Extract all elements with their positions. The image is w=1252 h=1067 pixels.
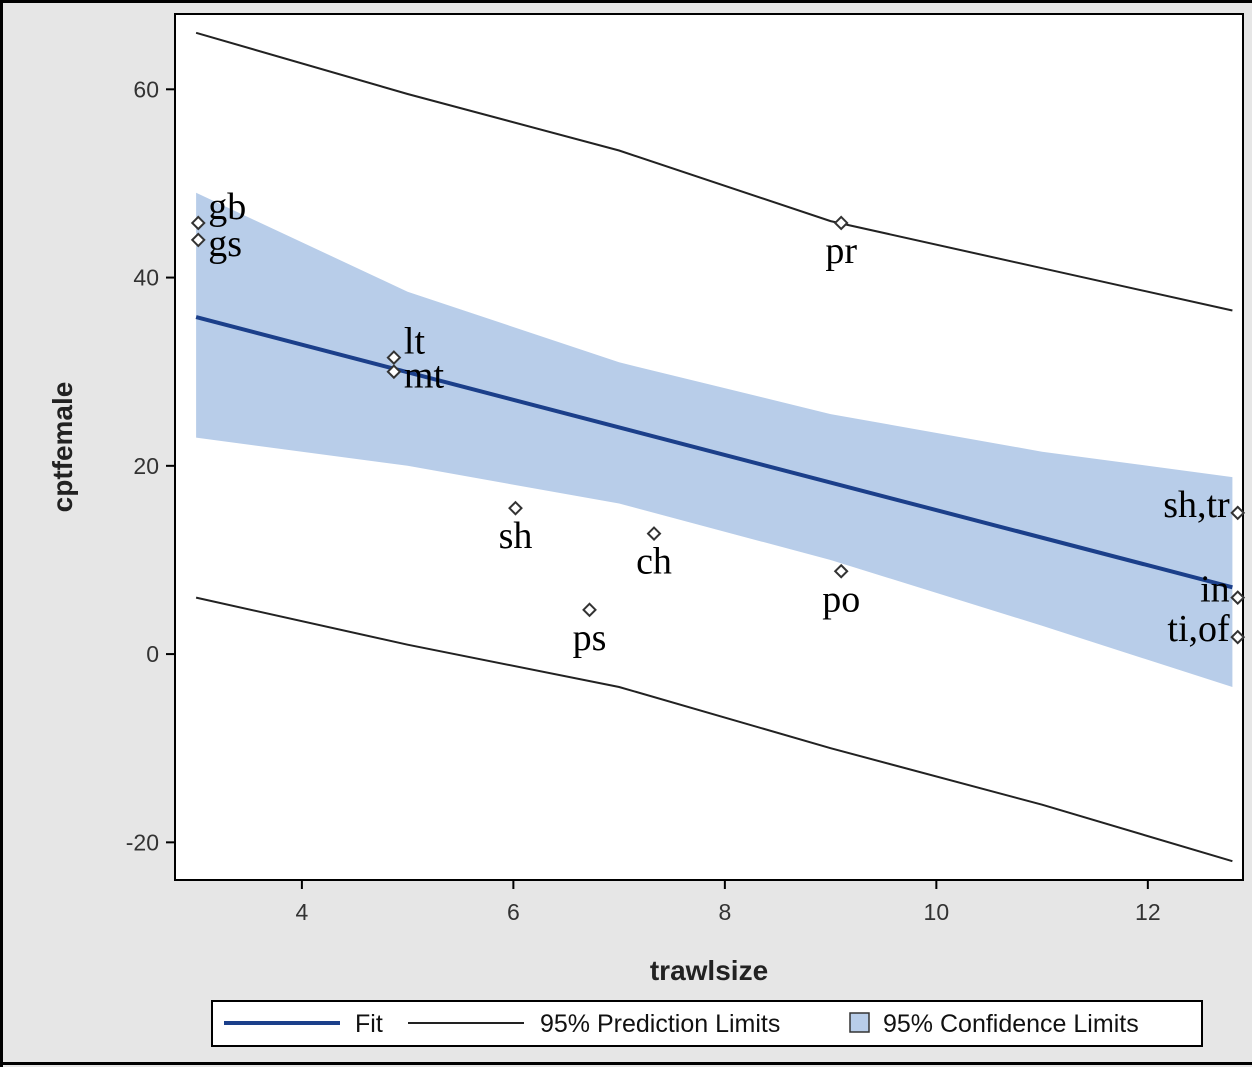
x-tick-label: 10 bbox=[924, 899, 950, 925]
data-point-marker bbox=[1230, 590, 1246, 606]
y-tick-label: 0 bbox=[146, 641, 159, 667]
legend-confidence-swatch bbox=[849, 1012, 870, 1033]
point-label: sh bbox=[499, 515, 533, 557]
point-label: gs bbox=[208, 223, 242, 265]
x-tick-label: 4 bbox=[295, 899, 308, 925]
prediction-upper-line bbox=[195, 31, 1233, 312]
data-point-marker bbox=[833, 563, 849, 579]
legend-fit-label: Fit bbox=[355, 1010, 383, 1038]
point-label: pr bbox=[825, 230, 857, 272]
point-label: ch bbox=[636, 541, 672, 583]
data-point-marker bbox=[508, 500, 523, 516]
fit-line bbox=[195, 315, 1233, 590]
point-label: in bbox=[1200, 569, 1230, 611]
point-label: ps bbox=[573, 617, 607, 659]
data-point-marker bbox=[582, 602, 597, 618]
data-point-marker bbox=[1230, 505, 1246, 521]
point-label: sh,tr bbox=[1163, 484, 1230, 526]
point-label: ti,of bbox=[1167, 608, 1230, 650]
y-tick-label: -20 bbox=[126, 829, 159, 855]
x-axis-title: trawlsize bbox=[650, 955, 768, 986]
x-tick-label: 8 bbox=[718, 899, 731, 925]
x-tick-label: 6 bbox=[507, 899, 520, 925]
data-points-group bbox=[190, 215, 1246, 645]
x-tick-label: 12 bbox=[1135, 899, 1161, 925]
prediction-limits-group bbox=[195, 31, 1233, 863]
x-axis-ticks: 4 6 8 10 12 bbox=[295, 880, 1161, 925]
point-label: mt bbox=[404, 355, 445, 397]
y-tick-label: 20 bbox=[133, 453, 159, 479]
data-point-marker bbox=[646, 526, 662, 542]
legend-box bbox=[211, 1000, 1203, 1047]
prediction-lower-line bbox=[195, 596, 1233, 863]
point-label: po bbox=[822, 578, 860, 620]
legend: Fit 95% Prediction Limits 95% Confidence… bbox=[211, 1000, 1203, 1047]
data-point-marker bbox=[1230, 629, 1246, 645]
confidence-band bbox=[196, 192, 1233, 688]
point-label: lt bbox=[404, 321, 426, 363]
y-axis-title: cptfemale bbox=[47, 382, 78, 513]
data-point-marker bbox=[190, 215, 206, 231]
y-tick-label: 40 bbox=[133, 265, 159, 291]
data-point-marker bbox=[833, 215, 849, 231]
y-axis-ticks: -20 0 20 40 60 bbox=[126, 76, 175, 855]
point-label: gb bbox=[208, 186, 246, 228]
data-point-marker bbox=[386, 364, 402, 380]
data-point-marker bbox=[386, 350, 402, 365]
y-tick-label: 60 bbox=[133, 76, 159, 102]
data-point-marker bbox=[190, 232, 206, 248]
legend-confidence-label: 95% Confidence Limits bbox=[883, 1010, 1139, 1038]
legend-prediction-label: 95% Prediction Limits bbox=[540, 1010, 780, 1038]
fit-line-group bbox=[195, 315, 1233, 590]
confidence-band-group bbox=[196, 192, 1233, 688]
